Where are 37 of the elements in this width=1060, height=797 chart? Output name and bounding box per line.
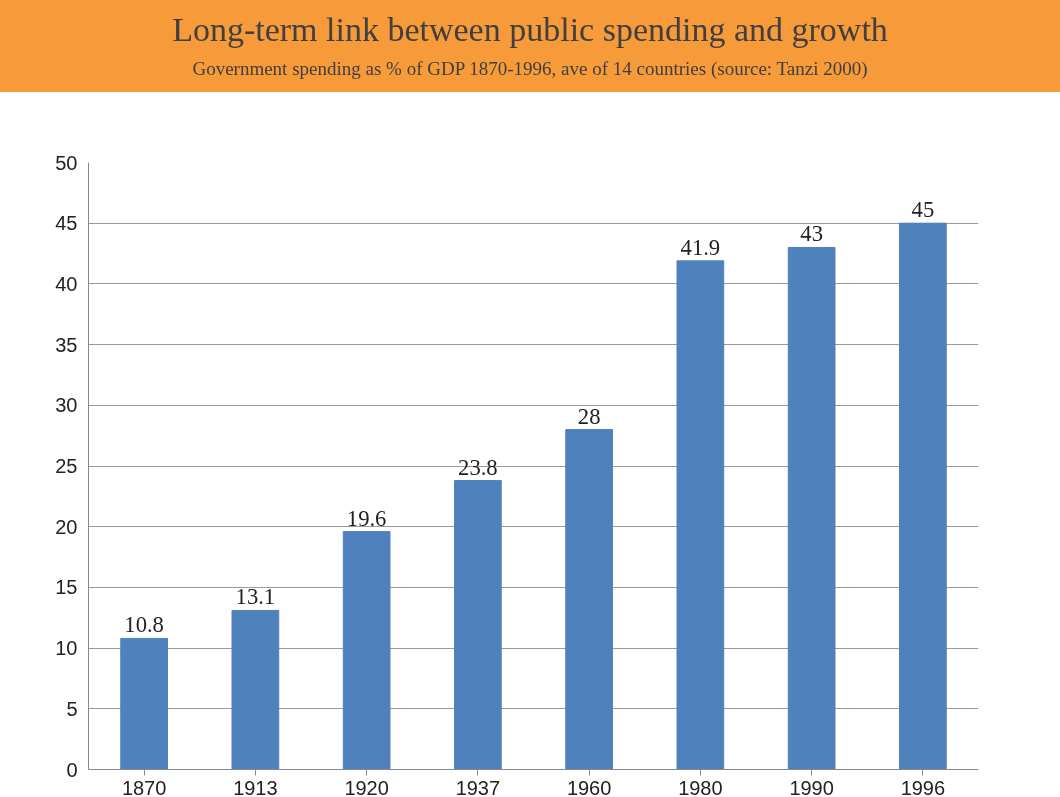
y-tick-label: 5 [66, 697, 78, 720]
chart-title: Long-term link between public spending and growth [171, 10, 889, 50]
bar [565, 429, 613, 770]
bar [454, 480, 502, 770]
data-label: 23.8 [458, 454, 498, 480]
data-label: 19.6 [346, 505, 387, 531]
y-tick-label: 15 [55, 576, 78, 599]
bar [120, 637, 168, 770]
y-tick-label: 25 [55, 455, 78, 477]
x-tick-label: 1960 [566, 776, 612, 797]
y-tick-label: 0 [66, 758, 78, 781]
y-tick-label: 10 [55, 637, 78, 660]
data-label: 41.9 [680, 234, 721, 260]
bar [676, 260, 725, 770]
x-tick-label: 1937 [455, 776, 501, 797]
data-label: 10.8 [124, 612, 164, 638]
x-tick-label: 1990 [789, 776, 834, 797]
data-label: 28 [577, 403, 601, 429]
y-tick-label: 20 [55, 515, 78, 538]
data-label: 13.1 [235, 584, 276, 610]
y-tick-label: 35 [55, 333, 78, 356]
y-tick-label: 40 [55, 272, 78, 295]
bar [899, 222, 947, 770]
bar [342, 531, 391, 770]
y-tick-label: 45 [55, 212, 78, 235]
y-tick-label: 50 [55, 151, 78, 174]
x-tick-label: 1980 [678, 776, 723, 797]
chart-subtitle: Government spending as % of GDP 1870-1996, ave of 14 countries (source: Tanzi 2000) [191, 56, 869, 81]
x-tick-label: 1913 [233, 776, 278, 797]
data-label: 45 [911, 197, 935, 223]
data-label: 43 [800, 221, 823, 247]
x-tick-label: 1870 [121, 776, 167, 797]
y-tick-label: 30 [55, 394, 78, 417]
bar [231, 609, 280, 770]
x-tick-label: 1920 [344, 776, 389, 797]
bar [787, 246, 836, 770]
x-tick-label: 1996 [900, 776, 946, 797]
